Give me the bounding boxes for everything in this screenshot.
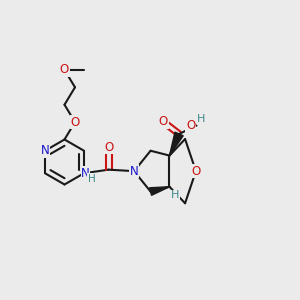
Text: H: H — [88, 174, 95, 184]
Text: O: O — [159, 116, 168, 128]
Text: O: O — [191, 165, 200, 178]
Text: O: O — [104, 141, 113, 154]
Text: O: O — [70, 116, 80, 129]
Text: N: N — [130, 165, 139, 178]
Text: O: O — [186, 119, 195, 132]
Text: N: N — [40, 144, 50, 157]
Text: O: O — [60, 63, 69, 76]
Text: N: N — [81, 167, 90, 180]
Text: H: H — [171, 190, 180, 200]
Text: H: H — [197, 114, 206, 124]
Polygon shape — [169, 132, 183, 155]
Polygon shape — [150, 187, 169, 195]
